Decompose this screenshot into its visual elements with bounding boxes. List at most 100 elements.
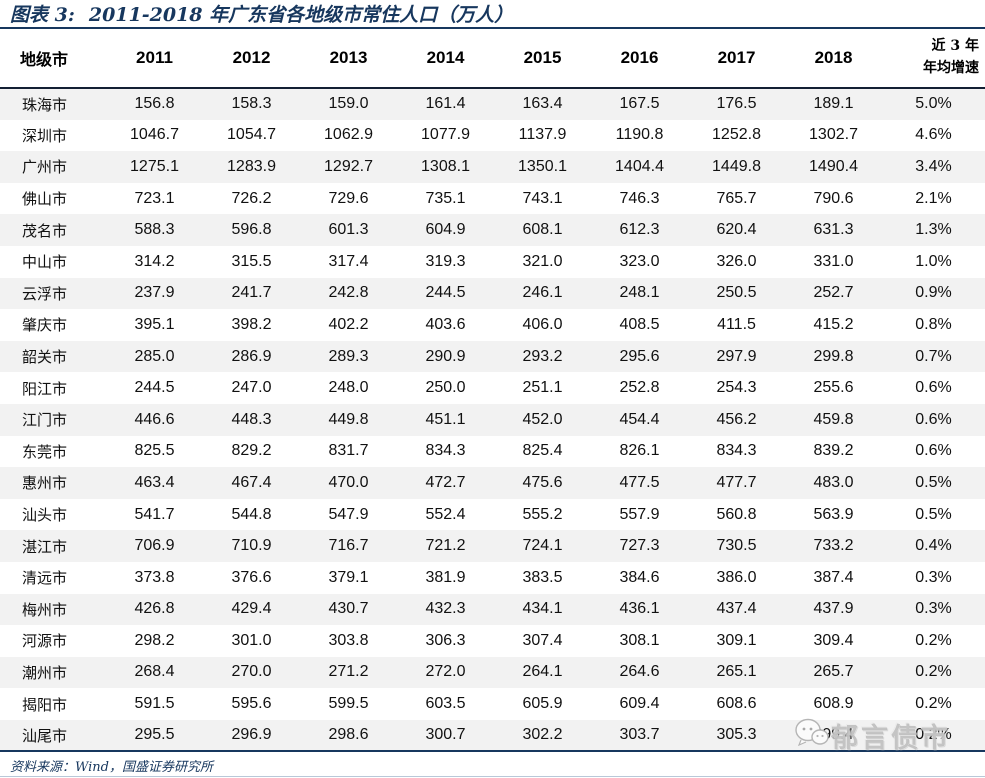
population-value: 1490.4: [809, 157, 858, 175]
population-value: 588.3: [134, 221, 175, 239]
population-value: 743.1: [522, 189, 563, 207]
population-value: 403.6: [425, 315, 466, 333]
population-value: 601.3: [328, 221, 369, 239]
population-value: 272.0: [425, 663, 466, 681]
city-name: 惠州市: [22, 474, 68, 493]
population-value: 247.0: [231, 379, 272, 397]
population-value: 1308.1: [421, 157, 470, 175]
population-value: 608.1: [522, 221, 563, 239]
city-name: 阳江市: [22, 379, 68, 398]
population-value: 834.3: [425, 442, 466, 460]
growth-value: 0.5%: [915, 505, 952, 523]
table-row: 江门市 446.6 448.3 449.8 451.1 452.0 454.4 …: [0, 403, 985, 436]
population-value: 306.3: [425, 631, 466, 649]
population-value: 608.9: [813, 695, 854, 713]
column-header-year: 2011: [106, 29, 203, 89]
column-header-year: 2013: [300, 29, 397, 89]
population-value: 437.9: [813, 600, 854, 618]
population-value: 305.3: [688, 719, 785, 753]
population-value: 293.2: [522, 347, 563, 365]
table-row: 汕头市 541.7 544.8 547.9 552.4 555.2 557.9 …: [0, 498, 985, 531]
population-value: 436.1: [619, 600, 660, 618]
population-value: 541.7: [134, 505, 175, 523]
population-value: 307.4: [522, 631, 563, 649]
population-value: 463.4: [134, 473, 175, 491]
population-value: 724.1: [522, 537, 563, 555]
population-value: 161.4: [425, 95, 466, 113]
population-value: 299.4: [785, 719, 882, 753]
population-value: 189.1: [813, 95, 854, 113]
population-value: 242.8: [328, 284, 369, 302]
population-value: 555.2: [522, 505, 563, 523]
population-value: 449.8: [328, 410, 369, 428]
table-row: 广州市 1275.1 1283.9 1292.7 1308.1 1350.1 1…: [0, 151, 985, 183]
population-value: 395.1: [134, 315, 175, 333]
table-row: 揭阳市 591.5 595.6 599.5 603.5 605.9 609.4 …: [0, 688, 985, 720]
population-value: 475.6: [522, 473, 563, 491]
population-value: 246.1: [522, 284, 563, 302]
population-value: 381.9: [425, 568, 466, 586]
population-value: 286.9: [231, 347, 272, 365]
population-value: 265.1: [716, 663, 757, 681]
population-value: 608.6: [716, 695, 757, 713]
population-value: 300.7: [397, 719, 494, 753]
city-name: 云浮市: [22, 284, 68, 303]
table-row: 阳江市 244.5 247.0 248.0 250.0 251.1 252.8 …: [0, 372, 985, 404]
table-row: 云浮市 237.9 241.7 242.8 244.5 246.1 248.1 …: [0, 277, 985, 310]
city-name: 东莞市: [22, 442, 68, 461]
population-value: 721.2: [425, 537, 466, 555]
population-value: 299.8: [813, 347, 854, 365]
population-value: 303.8: [328, 631, 369, 649]
population-value: 727.3: [619, 537, 660, 555]
population-value: 163.4: [522, 95, 563, 113]
population-value: 1292.7: [324, 157, 373, 175]
population-value: 384.6: [619, 568, 660, 586]
population-value: 716.7: [328, 537, 369, 555]
growth-value: 0.2%: [915, 631, 952, 649]
population-value: 430.7: [328, 600, 369, 618]
population-value: 426.8: [134, 600, 175, 618]
city-name: 湛江市: [22, 537, 68, 556]
population-value: 560.8: [716, 505, 757, 523]
population-value: 411.5: [717, 315, 756, 333]
population-value: 314.2: [134, 252, 175, 270]
population-value: 250.5: [716, 284, 757, 302]
city-name: 茂名市: [22, 221, 68, 240]
city-name: 佛山市: [22, 190, 68, 209]
city-name: 潮州市: [22, 663, 68, 682]
population-value: 477.7: [716, 473, 757, 491]
population-value: 1054.7: [227, 126, 276, 144]
growth-value: 0.6%: [915, 410, 952, 428]
table-body: 珠海市 156.8 158.3 159.0 161.4 163.4 167.5 …: [0, 88, 985, 753]
table-row: 佛山市 723.1 726.2 729.6 735.1 743.1 746.3 …: [0, 182, 985, 215]
population-value: 379.1: [328, 568, 369, 586]
population-value: 298.2: [134, 631, 175, 649]
population-value: 298.6: [300, 719, 397, 753]
population-value: 387.4: [813, 568, 854, 586]
population-value: 167.5: [619, 95, 660, 113]
population-value: 839.2: [813, 442, 854, 460]
table-row: 东莞市 825.5 829.2 831.7 834.3 825.4 826.1 …: [0, 435, 985, 468]
population-value: 296.9: [203, 719, 300, 753]
growth-value: 0.6%: [915, 379, 952, 397]
city-name: 广州市: [22, 158, 68, 177]
population-value: 285.0: [134, 347, 175, 365]
population-value: 319.3: [425, 252, 466, 270]
growth-header-line2: 年均增速: [923, 60, 979, 76]
population-value: 254.3: [716, 379, 757, 397]
population-value: 250.0: [425, 379, 466, 397]
population-value: 604.9: [425, 221, 466, 239]
figure-label: 图表 3:: [10, 4, 75, 26]
population-value: 244.5: [425, 284, 466, 302]
city-name: 汕头市: [22, 506, 68, 525]
city-name: 珠海市: [22, 95, 68, 114]
population-value: 1350.1: [518, 157, 567, 175]
growth-value: 4.6%: [915, 126, 952, 144]
population-value: 596.8: [231, 221, 272, 239]
column-header-year: 2012: [203, 29, 300, 89]
population-value: 729.6: [328, 189, 369, 207]
population-value: 373.8: [134, 568, 175, 586]
population-value: 477.5: [619, 473, 660, 491]
population-value: 252.7: [813, 284, 854, 302]
